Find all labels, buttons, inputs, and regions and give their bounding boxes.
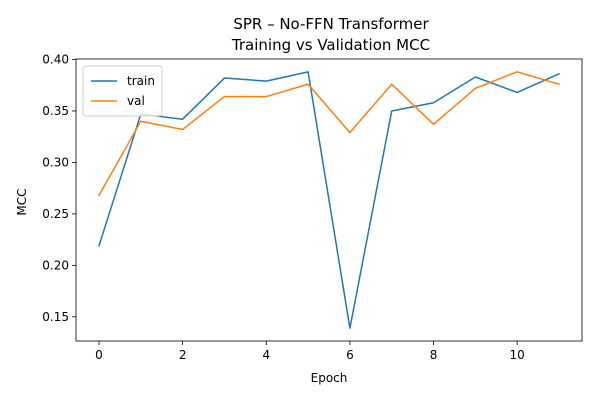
y-tick-label: 0.35: [42, 104, 69, 118]
chart-title-line-2: Training vs Validation MCC: [231, 36, 430, 54]
chart-title-line-1: SPR – No-FFN Transformer: [233, 15, 429, 33]
axes-frame: [75, 58, 583, 342]
y-tick-label: 0.25: [42, 207, 69, 221]
y-tick-label: 0.40: [42, 53, 69, 67]
legend: train val: [82, 65, 163, 117]
axes-border: [75, 58, 583, 342]
y-axis-ticks: 0.15 0.20 0.25 0.30 0.35 0.40: [42, 53, 76, 324]
y-tick-label: 0.20: [42, 258, 69, 272]
y-axis-label: MCC: [15, 188, 29, 215]
series-layer: [97, 71, 560, 329]
series-line-train: [98, 71, 560, 329]
series-points-val: [98, 71, 560, 196]
x-tick-label: 0: [95, 348, 103, 362]
x-tick-label: 2: [179, 348, 187, 362]
x-tick-label: 10: [510, 348, 525, 362]
legend-label-val: val: [127, 94, 145, 108]
x-tick-label: 4: [262, 348, 270, 362]
x-axis-label: Epoch: [311, 371, 348, 385]
x-axis-ticks: 0 2 4 6 8 10: [95, 341, 525, 362]
legend-label-train: train: [127, 74, 155, 88]
x-tick-label: 6: [346, 348, 354, 362]
x-tick-label: 8: [430, 348, 438, 362]
legend-box: [82, 65, 163, 117]
series-line-val: [97, 71, 560, 197]
y-tick-label: 0.15: [42, 310, 69, 324]
y-tick-label: 0.30: [42, 155, 69, 169]
